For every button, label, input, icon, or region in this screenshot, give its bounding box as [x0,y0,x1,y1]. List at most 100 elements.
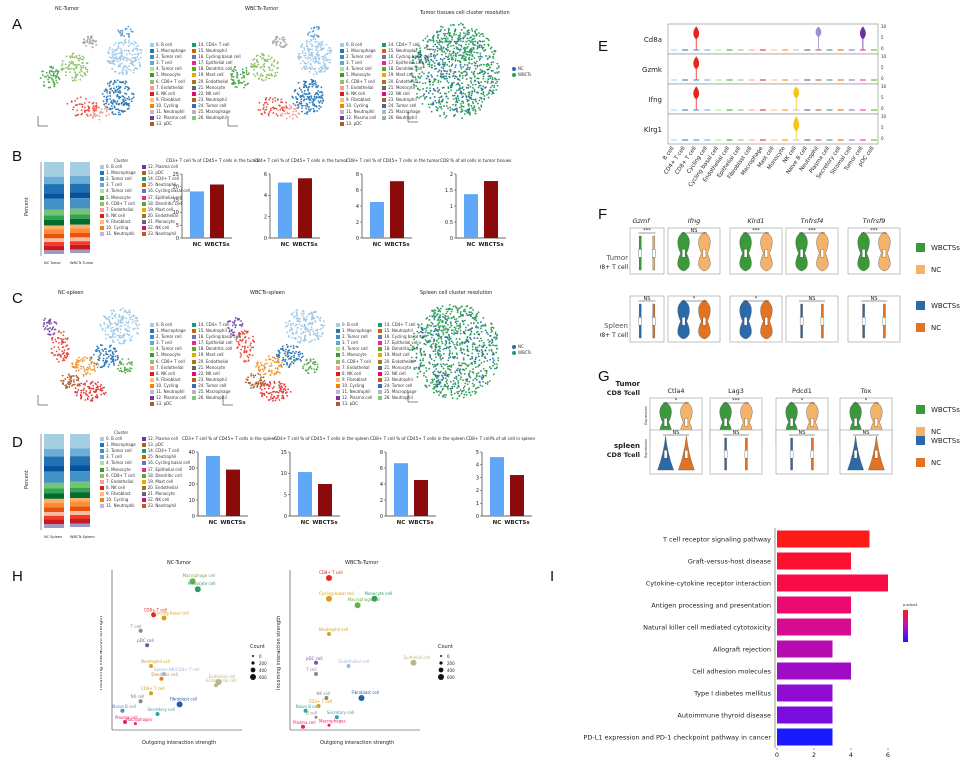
tsne-point [107,350,110,353]
tsne-point [309,62,312,65]
tsne-point [320,47,323,50]
tsne-point [438,43,441,46]
legend-item: 4. Tumor cell [100,460,136,466]
tsne-point [310,78,313,81]
stacked-segment [70,492,90,499]
tsne-point [307,51,310,54]
tsne-point [494,331,497,334]
tsne-point [228,327,230,330]
tsne-point [476,372,478,375]
tsne-point [263,65,266,68]
legend-item: 16. Cycling basal cell [192,334,241,340]
tsne-point [110,87,113,90]
tsne-point [470,48,473,51]
legend-text: 0. B cell [156,322,172,327]
tsne-point [439,314,442,316]
tsne-point [470,36,473,38]
tsne-point [439,325,442,328]
tsne-point [490,63,493,66]
tsne-point [445,75,448,78]
tsne-point [440,47,443,50]
tsne-point [432,314,435,317]
tsne-point [419,351,422,354]
tsne-point [426,48,429,51]
tsne-point [231,324,234,327]
legend-swatch [382,97,387,102]
legend-swatch [340,97,344,102]
tsne-cluster [106,38,143,76]
legend-item: 17. Epithelial cell [192,60,240,66]
legend-swatch [100,183,104,188]
tsne-point [122,66,125,69]
tsne-point [118,334,120,337]
tsne-point [478,64,481,67]
tsne-point [462,102,465,104]
stacked-segment [70,523,90,528]
tsne-point [265,59,267,62]
tsne-point [478,72,481,75]
tsne-point [442,67,445,70]
tsne-point [434,375,437,378]
tsne-point [126,329,129,332]
tsne-cluster [230,65,250,89]
tsne-point [483,95,486,97]
tsne-point [82,366,85,368]
legend-text: 25. Macrophage [384,389,417,395]
tsne-cluster [82,35,98,49]
tsne-point [440,28,442,31]
tsne-point [268,399,270,401]
legend-column: 0. B cell 1. Macrophage 2. Tumor cell 3. T … [336,322,372,407]
tsne-point [293,352,296,355]
legend-swatch [382,79,387,84]
tsne-point [292,322,295,325]
tsne-point [446,330,449,332]
tsne-point [88,109,91,112]
tsne-point [96,345,99,348]
tsne-point [298,52,301,55]
legend-swatch [100,479,104,484]
tsne-point [233,322,235,325]
legend-item: 14. CD4+ T cell [378,322,426,328]
tsne-point [298,323,301,326]
tsne-point [96,366,99,369]
tsne-point [448,336,451,339]
legend-text: 19. Mast cell [147,478,174,484]
tsne-point [441,329,444,332]
tsne-point [305,80,308,83]
tsne-point [282,363,285,366]
tsne-point [92,106,95,109]
tsne-point [314,80,317,82]
tsne-point [120,55,122,57]
tsne-point [50,74,52,77]
tsne-point [457,374,460,377]
tsne-point [287,355,290,357]
tsne-point [289,357,292,359]
tsne-point [464,32,467,35]
tsne-point [57,71,59,74]
tsne-point [419,363,422,366]
tsne-point [246,330,249,333]
legend-swatch [150,383,154,388]
tsne-point [245,69,248,72]
tsne-point [97,105,100,108]
tsne-point [281,114,284,117]
tsne-point [420,323,423,326]
tsne-point [410,360,413,362]
tsne-cluster [297,38,333,76]
tsne-point [435,368,438,370]
tsne-point [471,327,474,329]
tsne-point [305,330,307,333]
tsne-point [259,369,262,371]
tsne-point [495,367,498,370]
tsne-point [49,86,52,89]
legend-item: 0. B cell [150,42,186,48]
tsne-point [113,333,116,335]
tsne-point [281,397,283,399]
tsne-point [464,48,466,51]
tsne-point [98,351,101,353]
tsne-point [108,48,111,51]
tsne-point [50,322,53,325]
tsne-point [259,387,262,390]
tsne-point [317,45,319,48]
